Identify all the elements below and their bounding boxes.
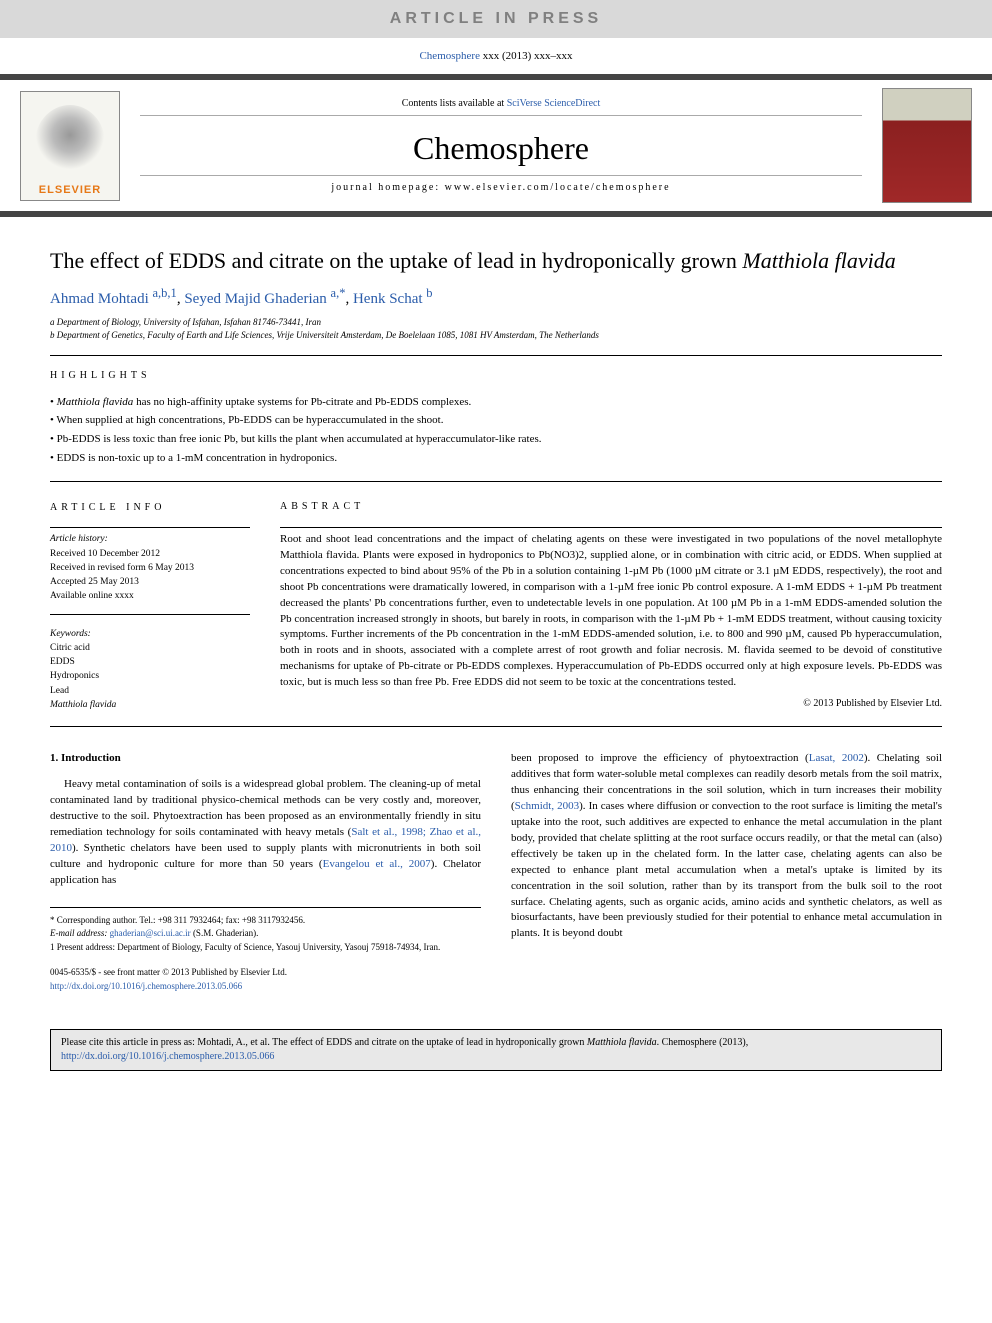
author-2[interactable]: Seyed Majid Ghaderian a,* [184, 291, 345, 307]
top-citation: Chemosphere xxx (2013) xxx–xxx [0, 38, 992, 74]
front-matter: 0045-6535/$ - see front matter © 2013 Pu… [50, 966, 481, 993]
highlights-section: HIGHLIGHTS Matthiola flavida has no high… [50, 370, 942, 468]
top-citation-journal-link[interactable]: Chemosphere [419, 50, 479, 62]
affiliation-a: a Department of Biology, University of I… [50, 316, 942, 330]
keywords-block: Keywords: Citric acid EDDS Hydroponics L… [50, 627, 250, 713]
sciverse-link[interactable]: SciVerse ScienceDirect [507, 98, 601, 109]
history-label: Article history: [50, 532, 250, 546]
homepage-prefix: journal homepage: [331, 182, 444, 193]
front-matter-line: 0045-6535/$ - see front matter © 2013 Pu… [50, 966, 481, 980]
ref-link[interactable]: Lasat, 2002 [809, 752, 864, 764]
homepage-line: journal homepage: www.elsevier.com/locat… [140, 175, 862, 199]
article-info: ARTICLE INFO Article history: Received 1… [50, 486, 250, 712]
keyword: Lead [50, 684, 250, 698]
author-3[interactable]: Henk Schat b [353, 291, 433, 307]
journal-name: Chemosphere [140, 116, 862, 175]
abstract: ABSTRACT Root and shoot lead concentrati… [280, 486, 942, 712]
rule [50, 527, 250, 528]
highlights-header: HIGHLIGHTS [50, 370, 942, 381]
author-1[interactable]: Ahmad Mohtadi a,b,1 [50, 291, 177, 307]
footnotes: * Corresponding author. Tel.: +98 311 79… [50, 907, 481, 955]
ref-link[interactable]: Evangelou et al., 2007 [323, 858, 431, 870]
keyword: Hydroponics [50, 669, 250, 683]
keyword: Matthiola flavida [50, 698, 250, 712]
abstract-header: ABSTRACT [280, 500, 942, 515]
keywords-label: Keywords: [50, 627, 250, 641]
elsevier-tree-icon [35, 105, 105, 180]
highlights-list: Matthiola flavida has no high-affinity u… [50, 393, 942, 468]
intro-para-cont: been proposed to improve the efficiency … [511, 751, 942, 942]
highlight-item: When supplied at high concentrations, Pb… [50, 411, 942, 430]
authors-line: Ahmad Mohtadi a,b,1, Seyed Majid Ghaderi… [50, 286, 942, 308]
elsevier-logo-text: ELSEVIER [39, 180, 101, 200]
contents-line: Contents lists available at SciVerse Sci… [140, 92, 862, 116]
article-in-press-banner: ARTICLE IN PRESS [0, 0, 992, 38]
please-cite-box: Please cite this article in press as: Mo… [50, 1029, 942, 1071]
homepage-url: www.elsevier.com/locate/chemosphere [445, 182, 671, 193]
journal-header: ELSEVIER Contents lists available at Sci… [0, 74, 992, 217]
rule [50, 481, 942, 482]
top-citation-text: xxx (2013) xxx–xxx [480, 50, 573, 62]
header-center: Contents lists available at SciVerse Sci… [140, 92, 862, 199]
affiliation-b: b Department of Genetics, Faculty of Ear… [50, 329, 942, 343]
highlight-item: EDDS is non-toxic up to a 1-mM concentra… [50, 449, 942, 468]
info-abstract-row: ARTICLE INFO Article history: Received 1… [50, 486, 942, 712]
history-accepted: Accepted 25 May 2013 [50, 575, 250, 589]
article-info-header: ARTICLE INFO [50, 500, 250, 515]
email-link[interactable]: ghaderian@sci.ui.ac.ir [110, 928, 191, 938]
rule [50, 614, 250, 615]
rule [50, 726, 942, 727]
keyword: EDDS [50, 655, 250, 669]
history-online: Available online xxxx [50, 589, 250, 603]
column-left: 1. Introduction Heavy metal contaminatio… [50, 751, 481, 993]
keyword: Citric acid [50, 641, 250, 655]
highlight-item: Pb-EDDS is less toxic than free ionic Pb… [50, 430, 942, 449]
body-two-column: 1. Introduction Heavy metal contaminatio… [50, 751, 942, 993]
abstract-text: Root and shoot lead concentrations and t… [280, 532, 942, 691]
rule [280, 527, 942, 528]
cite-doi-link[interactable]: http://dx.doi.org/10.1016/j.chemosphere.… [61, 1051, 274, 1062]
intro-heading: 1. Introduction [50, 751, 481, 767]
email-line: E-mail address: ghaderian@sci.ui.ac.ir (… [50, 927, 481, 941]
corresponding-author-note: * Corresponding author. Tel.: +98 311 79… [50, 914, 481, 928]
title-species: Matthiola flavida [742, 248, 895, 273]
title-text: The effect of EDDS and citrate on the up… [50, 248, 742, 273]
ref-link[interactable]: Schmidt, 2003 [515, 800, 579, 812]
elsevier-logo[interactable]: ELSEVIER [20, 91, 120, 201]
affiliations: a Department of Biology, University of I… [50, 316, 942, 343]
doi-link[interactable]: http://dx.doi.org/10.1016/j.chemosphere.… [50, 981, 242, 991]
journal-cover-thumbnail[interactable] [882, 88, 972, 203]
history-revised: Received in revised form 6 May 2013 [50, 561, 250, 575]
intro-para: Heavy metal contamination of soils is a … [50, 777, 481, 889]
rule [50, 355, 942, 356]
history-received: Received 10 December 2012 [50, 547, 250, 561]
present-address-note: 1 Present address: Department of Biology… [50, 941, 481, 955]
highlight-item: Matthiola flavida has no high-affinity u… [50, 393, 942, 412]
copyright-line: © 2013 Published by Elsevier Ltd. [280, 697, 942, 712]
column-right: been proposed to improve the efficiency … [511, 751, 942, 993]
article-title: The effect of EDDS and citrate on the up… [50, 247, 942, 276]
contents-prefix: Contents lists available at [402, 98, 507, 109]
